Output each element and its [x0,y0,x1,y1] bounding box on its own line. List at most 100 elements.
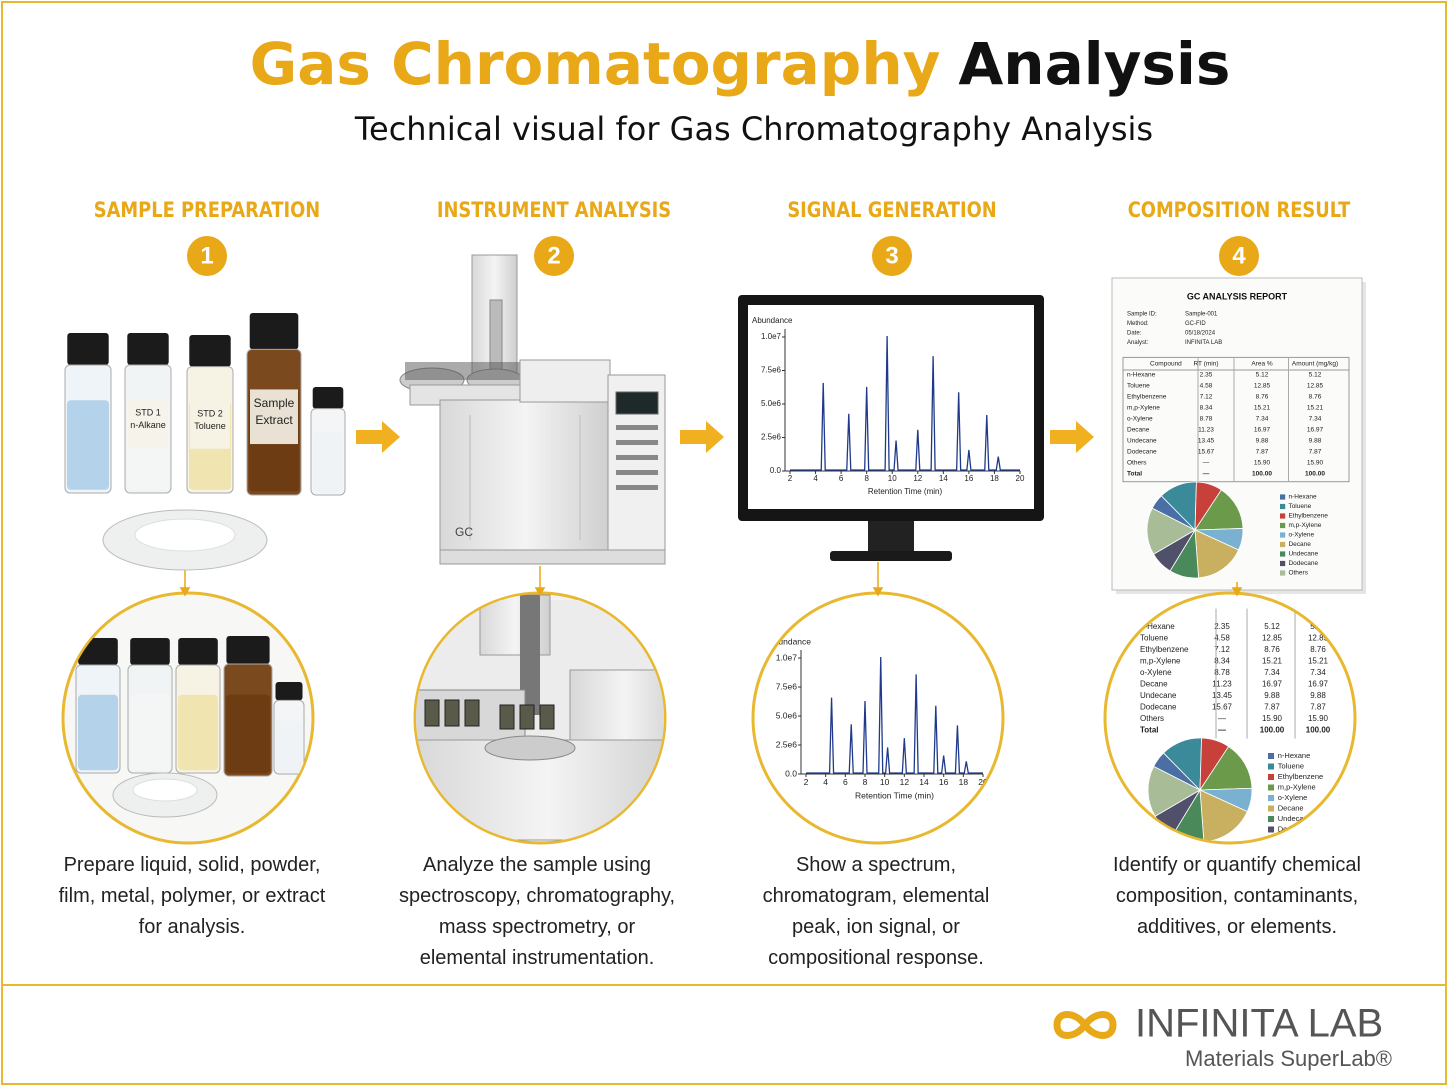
x-tick-label: 14 [939,474,948,483]
legend-swatch [1268,774,1274,780]
vial-text: Toluene [194,421,226,431]
vial-text: Extract [255,413,293,427]
vial-cap [78,638,118,665]
table-cell: 5.12 [1309,372,1322,379]
step-title: INSTRUMENT ANALYSIS [437,198,671,223]
step-title: SAMPLE PREPARATION [94,198,320,223]
y-axis-title: Abundance [752,316,793,325]
table-cell: Ethylbenzene [1140,645,1189,654]
y-tick-label: 5.0e6 [776,710,798,720]
table-cell: 8.76 [1256,394,1269,401]
vial-label [128,400,168,449]
vial-text: STD 2 [197,408,223,418]
table-cell: 12.85 [1307,383,1324,390]
y-tick-label: 1.0e7 [776,652,798,662]
x-tick-label: 18 [990,474,999,483]
table-cell: Others [1140,714,1164,723]
x-axis-title: Retention Time (min) [855,790,934,800]
legend-swatch [1268,816,1274,822]
legend-label: Undecane [1288,551,1318,558]
legend-swatch [1280,494,1286,500]
table-cell: 100.00 [1252,471,1272,478]
x-tick-label: 14 [919,777,929,787]
table-cell: 8.78 [1200,416,1213,423]
table-cell: 7.87 [1309,449,1322,456]
x-tick-label: 6 [839,474,844,483]
table-cell: Decane [1127,427,1150,434]
table-cell: 4.58 [1214,634,1230,643]
vial-cap [275,682,303,701]
legend-label: Dodecane [1288,560,1318,567]
table-cell: 7.87 [1256,449,1269,456]
x-tick-label: 4 [813,474,818,483]
table-cell: 15.21 [1262,657,1283,666]
logo-mark [1053,1011,1117,1039]
vial-liquid [178,694,218,771]
step-number: 2 [547,242,560,269]
table-cell: o-Xylene [1140,668,1172,677]
table-cell: Undecane [1127,438,1157,445]
table-cell: 9.88 [1264,691,1280,700]
x-tick-label: 10 [888,474,897,483]
table-cell: 7.87 [1264,703,1280,712]
x-tick-label: 16 [964,474,973,483]
legend-label: Others [1278,835,1301,844]
table-cell: 8.76 [1309,394,1322,401]
meta-value: 05/18/2024 [1185,331,1216,337]
table-cell: m,p-Xylene [1140,657,1181,666]
x-axis-title: Retention Time (min) [868,487,943,496]
chromatogram-zoom: 0.0 2.5e6 5.0e6 7.5e6 1.0e7 2 4 6 8 10 12 14 16 18 20 A… [768,636,988,800]
table-header: RT (min) [1193,361,1218,368]
sample-vials: STD 1 n-Alkane STD 2 Toluene Sample Extract [64,313,346,571]
table-cell: 7.34 [1310,668,1326,677]
table-cell: — [1218,726,1226,735]
table-cell: 7.34 [1309,416,1322,423]
table-cell: 15.67 [1212,703,1233,712]
vial-label [190,401,230,449]
x-tick-label: 4 [823,777,828,787]
y-axis-title: Abundance [768,636,811,646]
report: GC ANALYSIS REPORT Sample ID: Sample-001 Me… [1122,291,1350,579]
tagline: Materials SuperLab® [1185,1046,1392,1071]
table-cell: 13.45 [1198,438,1215,445]
meta-key: Analyst: [1127,340,1149,346]
vials-zoom [75,636,305,818]
legend-swatch [1268,795,1274,801]
table-cell: 7.12 [1214,645,1230,654]
table-cell: 16.97 [1307,427,1324,434]
table-cell: 8.34 [1214,657,1230,666]
table-cell: 16.97 [1254,427,1271,434]
pie-slice [1146,507,1196,555]
chromatogram: 0.0 2.5e6 5.0e6 7.5e6 1.0e7 2 4 6 8 10 12 14 16 18 20 A… [752,316,1025,496]
table-cell: 5.12 [1256,372,1269,379]
table-cell: Undecane [1140,691,1177,700]
y-tick-label: 0.0 [770,466,782,475]
meta-key: Sample ID: [1127,312,1157,318]
legend-swatch [1280,541,1286,548]
table-cell: 12.85 [1254,383,1271,390]
vial-cap [130,638,170,665]
table-cell: 7.34 [1264,668,1280,677]
table-cell: 100.00 [1260,726,1285,735]
table-cell: 15.90 [1262,714,1283,723]
legend-label: m,p-Xylene [1278,782,1316,791]
legend-label: n-Hexane [1278,751,1311,760]
table-cell: Toluene [1127,383,1150,390]
legend-swatch [1268,784,1274,791]
table-cell: 15.90 [1308,714,1329,723]
powder [132,778,198,802]
table-cell: 8.76 [1310,645,1326,654]
table-cell: 4.58 [1200,383,1213,390]
y-tick-label: 2.5e6 [776,739,798,749]
table-cell: 100.00 [1306,726,1331,735]
table-cell: 12.85 [1308,634,1329,643]
vial-text: STD 1 [135,407,161,417]
table-cell: — [1203,471,1210,478]
x-tick-label: 18 [959,777,969,787]
legend-label: Decane [1288,541,1311,548]
table-cell: 11.23 [1212,680,1232,689]
step-description: Analyze the sample using spectroscopy, c… [398,854,676,969]
